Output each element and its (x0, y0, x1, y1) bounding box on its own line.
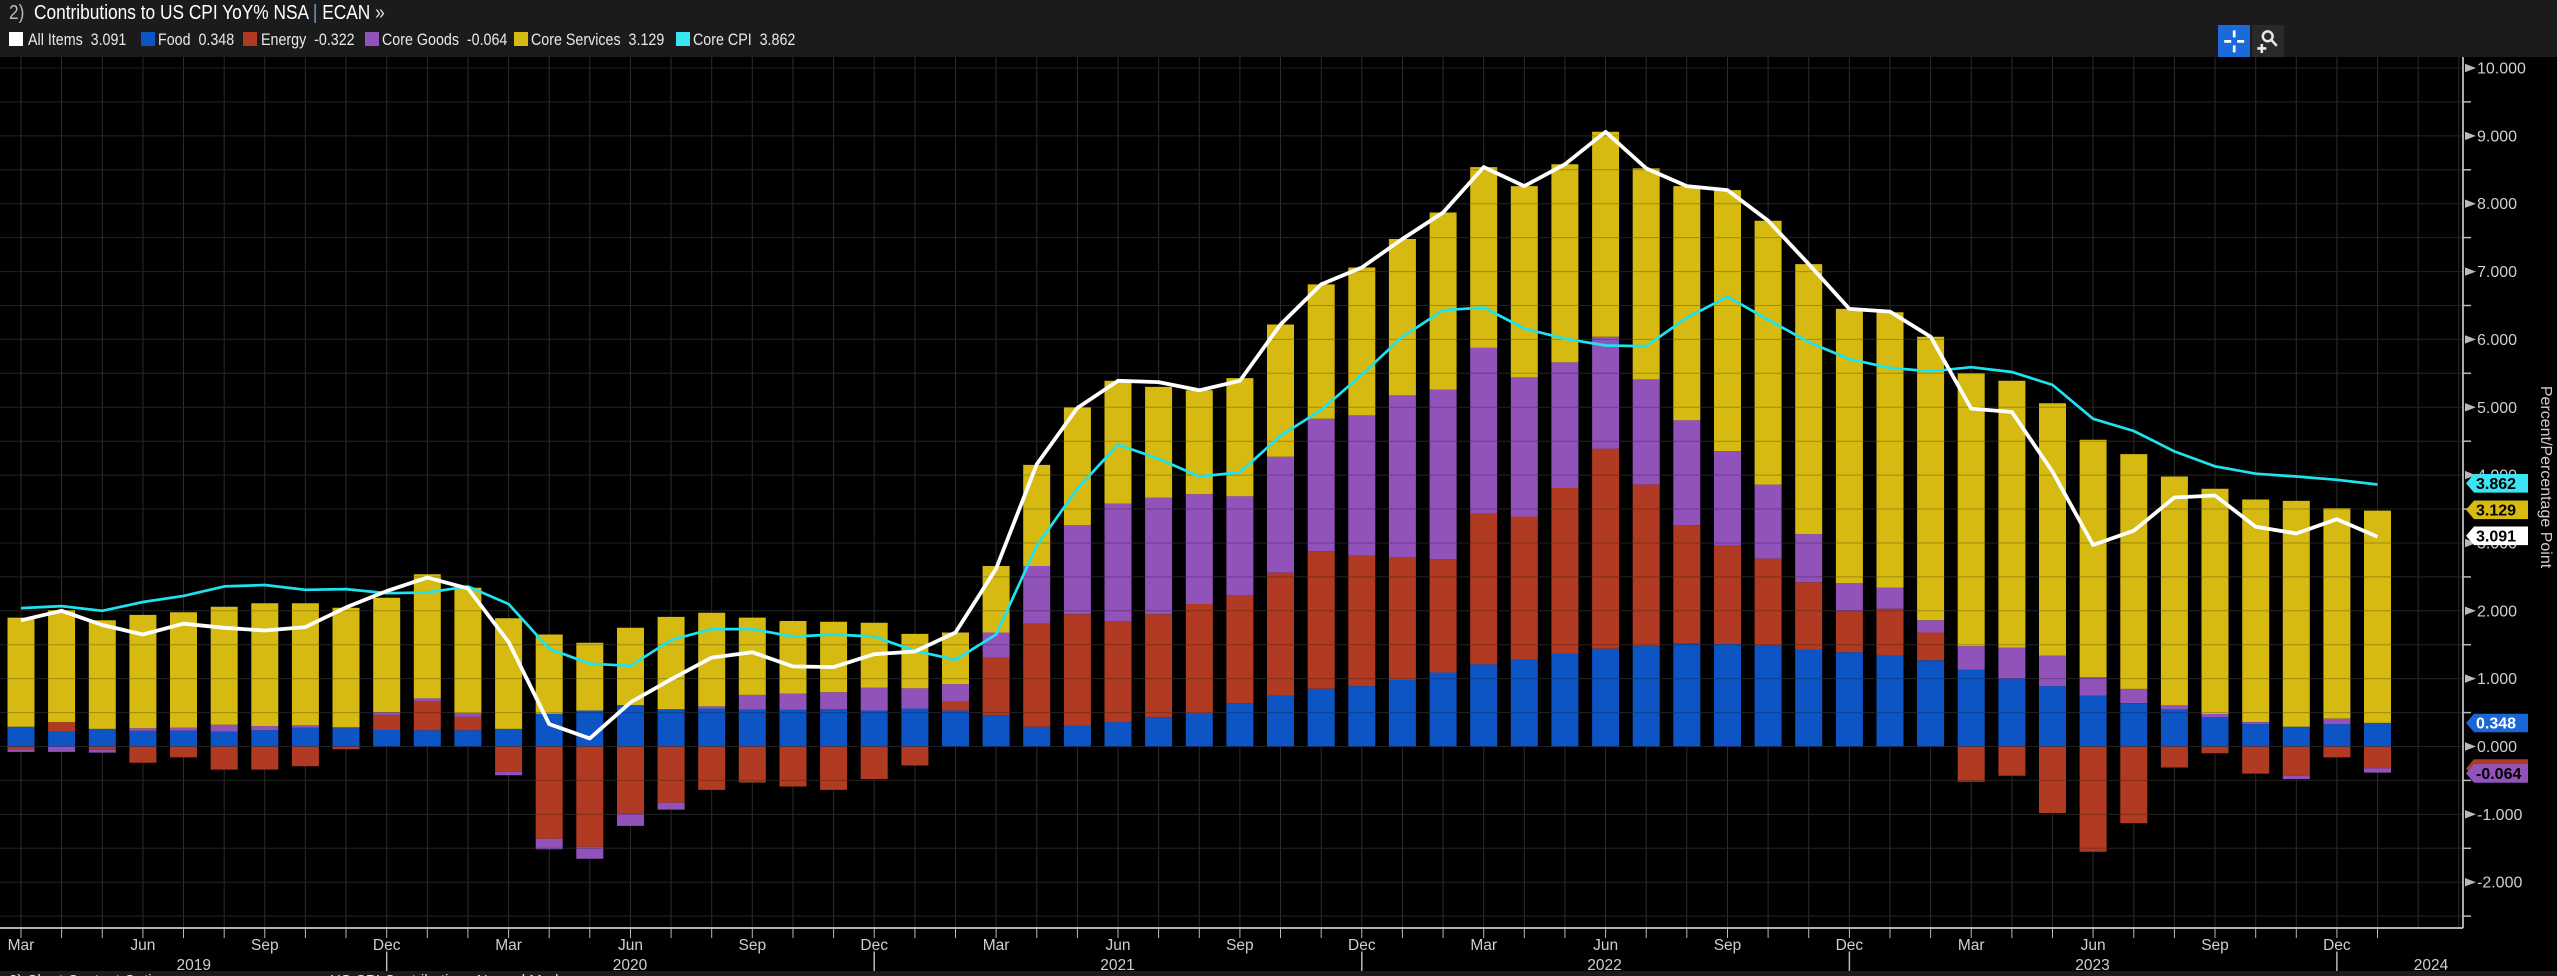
svg-text:1.000: 1.000 (2477, 671, 2517, 688)
svg-text:Jun: Jun (1593, 937, 1618, 954)
svg-text:Dec: Dec (1348, 937, 1376, 954)
svg-text:Jun: Jun (130, 937, 155, 954)
svg-text:0.348: 0.348 (2476, 716, 2516, 733)
svg-text:2.000: 2.000 (2477, 603, 2517, 620)
svg-text:Mar: Mar (1470, 937, 1497, 954)
svg-text:-2.000: -2.000 (2477, 875, 2522, 892)
svg-text:Dec: Dec (373, 937, 401, 954)
svg-text:Sep: Sep (1226, 937, 1254, 954)
svg-text:Jun: Jun (1106, 937, 1131, 954)
svg-text:9.000: 9.000 (2477, 128, 2517, 145)
svg-text:3.862: 3.862 (2476, 476, 2516, 493)
svg-text:Sep: Sep (251, 937, 279, 954)
svg-text:2021: 2021 (1100, 957, 1134, 974)
svg-text:2024: 2024 (2414, 957, 2449, 974)
svg-text:2022: 2022 (1587, 957, 1621, 974)
svg-text:Dec: Dec (1836, 937, 1864, 954)
svg-text:Mar: Mar (495, 937, 522, 954)
svg-text:Jun: Jun (2081, 937, 2106, 954)
svg-text:2020: 2020 (613, 957, 648, 974)
svg-text:Sep: Sep (1714, 937, 1742, 954)
svg-text:Dec: Dec (2323, 937, 2351, 954)
svg-text:2019: 2019 (177, 957, 211, 974)
svg-text:2023: 2023 (2075, 957, 2109, 974)
svg-text:Dec: Dec (860, 937, 888, 954)
svg-text:0.000: 0.000 (2477, 739, 2517, 756)
svg-text:-1.000: -1.000 (2477, 807, 2522, 824)
svg-text:8.000: 8.000 (2477, 196, 2517, 213)
svg-text:Sep: Sep (739, 937, 767, 954)
svg-text:Mar: Mar (8, 937, 35, 954)
svg-text:6.000: 6.000 (2477, 332, 2517, 349)
svg-text:7.000: 7.000 (2477, 264, 2517, 281)
svg-text:3.129: 3.129 (2476, 502, 2516, 519)
svg-text:Mar: Mar (1958, 937, 1985, 954)
svg-text:3.091: 3.091 (2476, 528, 2516, 545)
svg-text:Sep: Sep (2201, 937, 2229, 954)
svg-text:Mar: Mar (983, 937, 1010, 954)
svg-text:5.000: 5.000 (2477, 400, 2517, 417)
svg-text:-0.064: -0.064 (2476, 766, 2521, 783)
svg-text:10.000: 10.000 (2477, 61, 2526, 78)
svg-text:Jun: Jun (618, 937, 643, 954)
svg-text:Percent/Percentage Point: Percent/Percentage Point (2537, 386, 2554, 569)
